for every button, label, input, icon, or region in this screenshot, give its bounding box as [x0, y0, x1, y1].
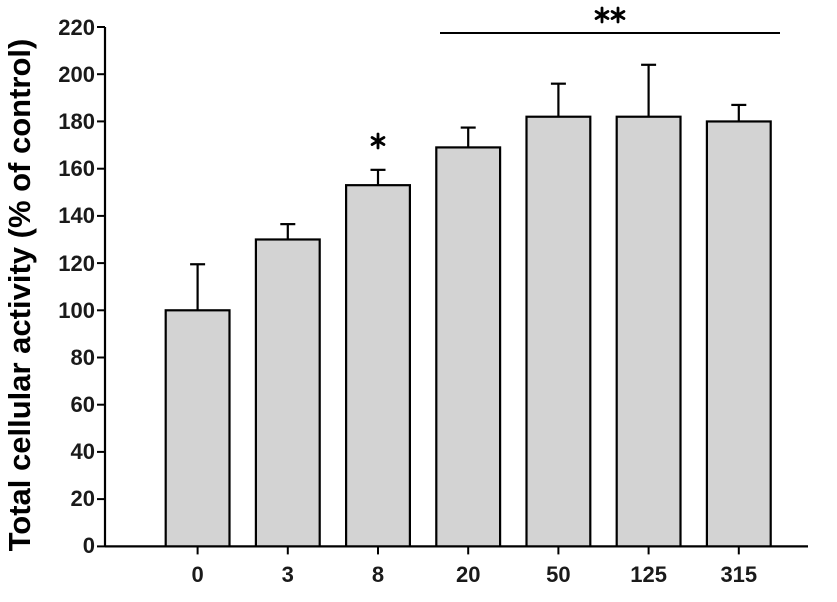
svg-text:315: 315: [720, 562, 757, 587]
svg-text:8: 8: [372, 562, 384, 587]
svg-text:120: 120: [58, 251, 95, 276]
svg-text:40: 40: [71, 439, 95, 464]
svg-text:160: 160: [58, 156, 95, 181]
svg-text:125: 125: [630, 562, 667, 587]
svg-text:3: 3: [282, 562, 294, 587]
svg-text:200: 200: [58, 62, 95, 87]
svg-text:180: 180: [58, 109, 95, 134]
svg-text:20: 20: [71, 486, 95, 511]
svg-text:0: 0: [83, 533, 95, 558]
svg-text:Total cellular activity (% of: Total cellular activity (% of control): [2, 39, 37, 552]
svg-text:100: 100: [58, 298, 95, 323]
svg-text:60: 60: [71, 392, 95, 417]
svg-text:20: 20: [456, 562, 480, 587]
svg-text:140: 140: [58, 203, 95, 228]
svg-text:0: 0: [191, 562, 203, 587]
svg-text:80: 80: [71, 345, 95, 370]
svg-text:220: 220: [58, 15, 95, 40]
svg-text:50: 50: [546, 562, 570, 587]
